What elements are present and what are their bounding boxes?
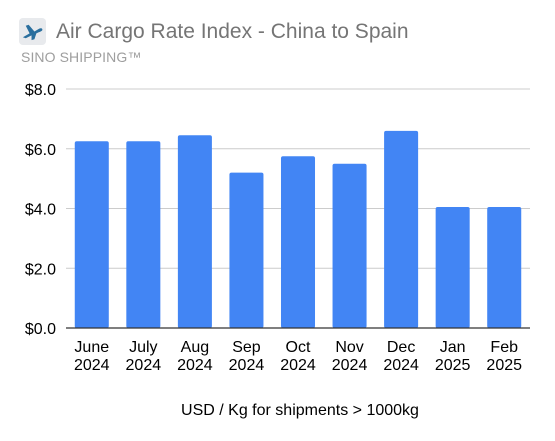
x-tick-label-year: 2024 bbox=[177, 357, 213, 374]
x-tick-label-month: Sep bbox=[232, 339, 261, 356]
x-tick-label-year: 2024 bbox=[280, 357, 316, 374]
x-tick-label-year: 2025 bbox=[435, 357, 471, 374]
chart-header: Air Cargo Rate Index - China to Spain bbox=[19, 18, 409, 45]
bars bbox=[74, 130, 522, 328]
x-tick-label-year: 2024 bbox=[126, 357, 162, 374]
x-tick-label-year: 2024 bbox=[74, 357, 110, 374]
bar bbox=[435, 207, 470, 328]
bar bbox=[126, 141, 161, 328]
bar bbox=[229, 172, 264, 328]
x-tick-label-month: Aug bbox=[181, 339, 209, 356]
y-axis-ticks: $0.0 $2.0 $4.0 $6.0 $8.0 bbox=[25, 82, 56, 338]
chart-subtitle: SINO SHIPPING™ bbox=[21, 49, 142, 65]
bar bbox=[74, 141, 109, 328]
y-tick-label: $4.0 bbox=[25, 202, 56, 219]
bar bbox=[332, 163, 367, 328]
chart-title: Air Cargo Rate Index - China to Spain bbox=[56, 19, 409, 43]
x-axis-label: USD / Kg for shipments > 1000kg bbox=[181, 402, 419, 419]
x-tick-label-year: 2024 bbox=[332, 357, 368, 374]
bar bbox=[384, 130, 419, 328]
x-tick-label-month: Jan bbox=[440, 339, 466, 356]
airplane-icon bbox=[19, 18, 46, 45]
bar bbox=[280, 156, 316, 328]
x-tick-label-month: Dec bbox=[387, 339, 415, 356]
x-tick-label-year: 2024 bbox=[229, 357, 265, 374]
y-tick-label: $6.0 bbox=[25, 142, 56, 159]
y-tick-label: $2.0 bbox=[25, 261, 56, 278]
x-tick-label-month: Oct bbox=[286, 339, 311, 356]
bar bbox=[177, 135, 212, 328]
y-tick-label: $0.0 bbox=[25, 321, 56, 338]
bar bbox=[487, 207, 522, 328]
x-tick-label-year: 2024 bbox=[383, 357, 419, 374]
y-tick-label: $8.0 bbox=[25, 82, 56, 99]
x-tick-label-month: July bbox=[129, 339, 157, 356]
x-tick-label-month: Nov bbox=[335, 339, 363, 356]
x-tick-label-month: Feb bbox=[490, 339, 518, 356]
x-tick-label-month: June bbox=[74, 339, 109, 356]
x-tick-label-year: 2025 bbox=[486, 357, 522, 374]
x-axis-ticks: June2024July2024Aug2024Sep2024Oct2024Nov… bbox=[74, 339, 522, 374]
